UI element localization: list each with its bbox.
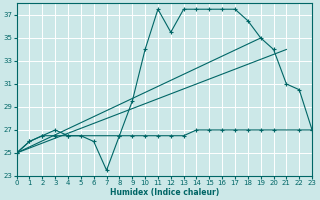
X-axis label: Humidex (Indice chaleur): Humidex (Indice chaleur) [110, 188, 219, 197]
